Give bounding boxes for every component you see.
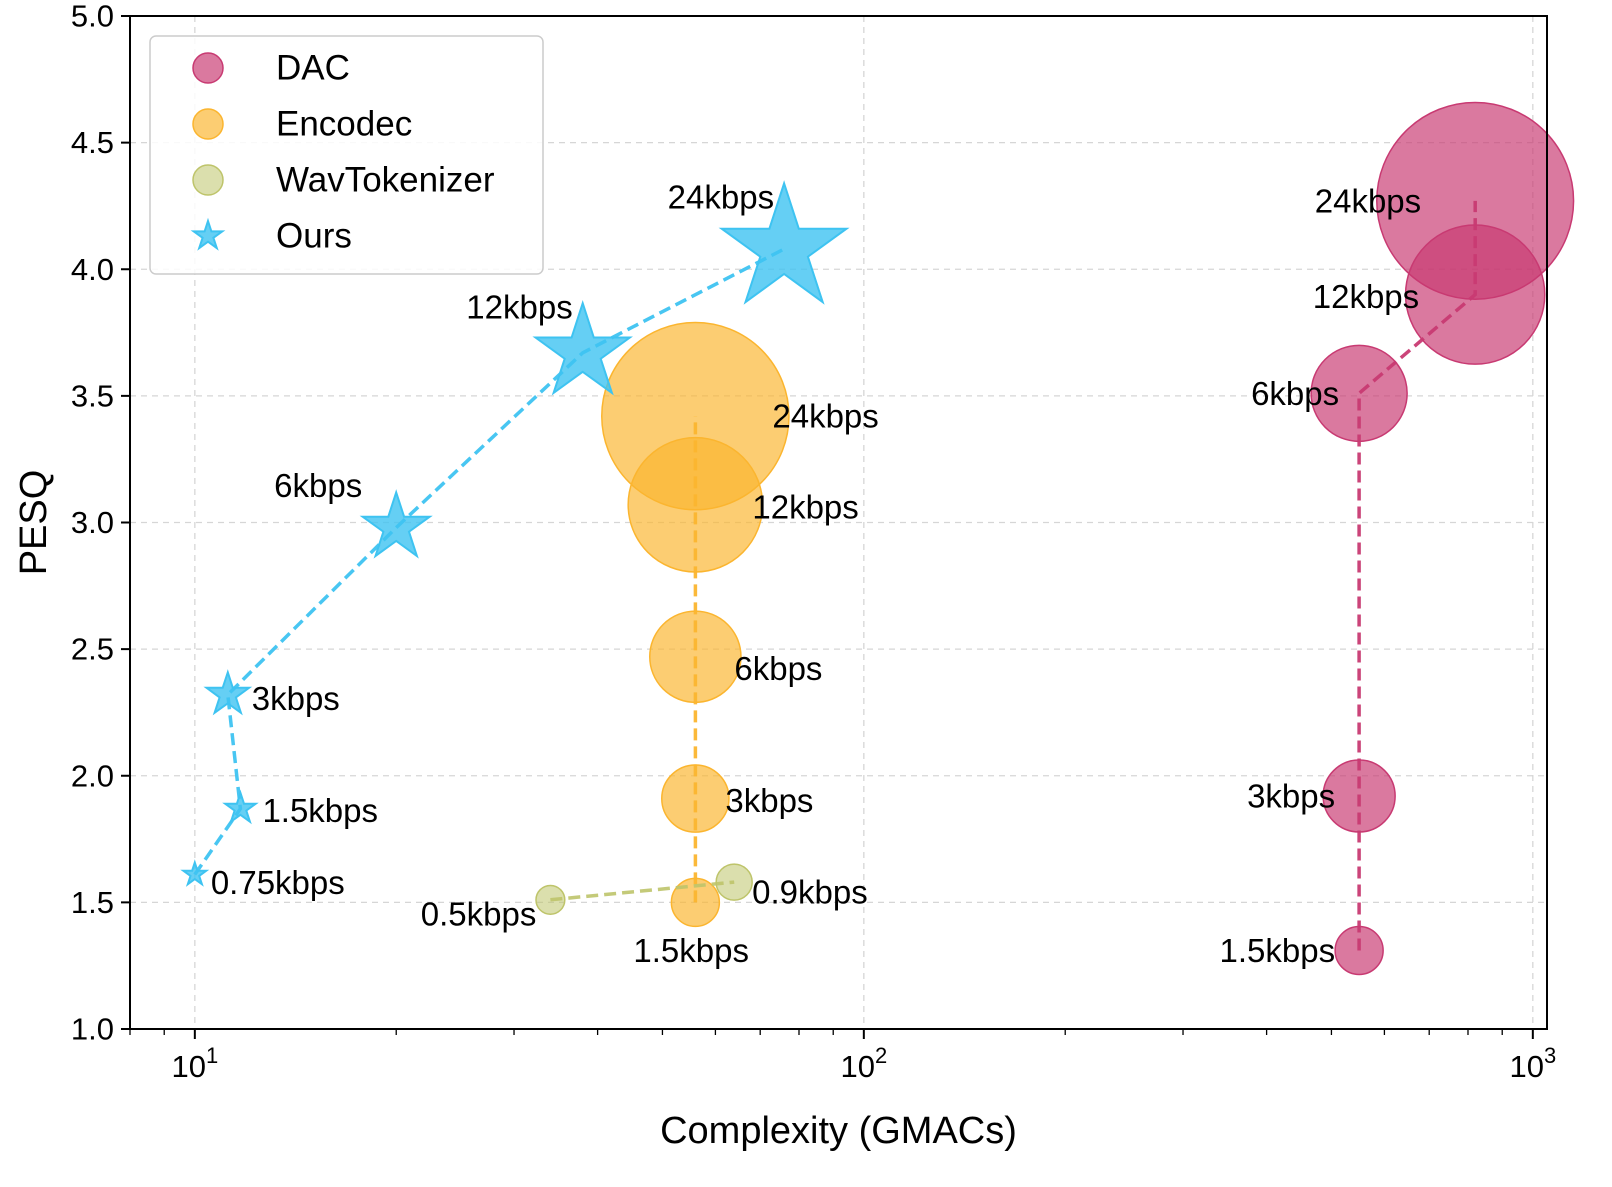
point-label-dac-24kbps: 24kbps [1315, 182, 1421, 219]
series-line-dac [1357, 200, 1477, 951]
marker-star-ours-12kbps [532, 299, 633, 396]
x-tick-label: 102 [840, 1043, 887, 1084]
marker-wavtokenizer-0-5kbps [535, 884, 566, 915]
x-tick-exponent: 1 [206, 1043, 218, 1068]
y-tick-label: 2.5 [71, 632, 114, 667]
legend-label: Ours [276, 217, 352, 256]
x-axis-title: Complexity (GMACs) [660, 1110, 1017, 1152]
y-tick-label: 2.0 [71, 758, 114, 793]
point-label-wavtokenizer-0-5kbps: 0.5kbps [421, 895, 537, 932]
series-line-ours [193, 247, 785, 876]
legend-item-wavtokenizer: WavTokenizer [192, 161, 495, 200]
y-tick-label: 3.0 [71, 505, 114, 540]
legend-item-dac: DAC [192, 49, 350, 88]
point-label-dac-1-5kbps: 1.5kbps [1220, 932, 1336, 969]
y-tick-label: 3.5 [71, 378, 114, 413]
point-label-dac-3kbps: 3kbps [1247, 778, 1335, 815]
legend-star-icon [190, 217, 226, 251]
point-label-dac-6kbps: 6kbps [1251, 375, 1339, 412]
point-label-wavtokenizer-0-9kbps: 0.9kbps [752, 874, 868, 911]
point-label-encodec-12kbps: 12kbps [752, 488, 858, 525]
y-tick-label: 4.5 [71, 125, 114, 160]
legend-circle-icon [192, 164, 224, 196]
legend-frame [149, 35, 544, 275]
x-tick-exponent: 2 [875, 1043, 887, 1068]
series-wavtokenizer [535, 863, 753, 915]
x-tick-label: 101 [171, 1043, 218, 1084]
legend-circle-icon [192, 108, 224, 140]
legend-item-ours: Ours [190, 217, 352, 256]
point-label-ours-1-5kbps: 1.5kbps [262, 792, 378, 829]
y-tick-label: 5.0 [71, 0, 114, 34]
x-tick-label: 103 [1509, 1043, 1556, 1084]
point-label-ours-6kbps: 6kbps [274, 467, 362, 504]
y-tick-label: 1.5 [71, 885, 114, 920]
series-ours [180, 180, 850, 887]
series-layer [180, 101, 1575, 976]
y-tick-label: 4.0 [71, 252, 114, 287]
x-tick-base: 10 [171, 1049, 205, 1084]
legend-label: Encodec [276, 105, 412, 144]
marker-star-ours-24kbps [718, 180, 850, 305]
point-label-layer: 1.5kbps 3kbps 6kbps 12kbps 24kbps 1.5kbps 3kbp… [211, 178, 1421, 969]
x-tick-base: 10 [840, 1049, 874, 1084]
legend-item-encodec: Encodec [192, 105, 412, 144]
point-label-encodec-1-5kbps: 1.5kbps [633, 932, 749, 969]
legend-label: DAC [276, 49, 350, 88]
point-label-ours-24kbps: 24kbps [668, 178, 774, 215]
point-label-encodec-3kbps: 3kbps [725, 782, 813, 819]
legend-circle-icon [192, 52, 224, 84]
point-label-encodec-6kbps: 6kbps [734, 650, 822, 687]
marker-star-ours-6kbps [359, 489, 433, 559]
series-dac [1310, 101, 1575, 976]
legend: DAC Encodec WavTokenizer Ours [149, 35, 544, 275]
point-label-encodec-24kbps: 24kbps [772, 398, 878, 435]
point-label-dac-12kbps: 12kbps [1313, 278, 1419, 315]
series-encodec [601, 321, 790, 928]
x-tick-exponent: 3 [1544, 1043, 1556, 1068]
point-label-ours-0-75kbps: 0.75kbps [211, 864, 345, 901]
y-axis-title: PESQ [13, 470, 55, 576]
legend-label: WavTokenizer [276, 161, 495, 200]
point-label-ours-3kbps: 3kbps [252, 680, 340, 717]
series-line-wavtokenizer [550, 880, 735, 902]
point-label-ours-12kbps: 12kbps [466, 288, 572, 325]
y-tick-label: 1.0 [71, 1012, 114, 1047]
x-tick-base: 10 [1509, 1049, 1543, 1084]
